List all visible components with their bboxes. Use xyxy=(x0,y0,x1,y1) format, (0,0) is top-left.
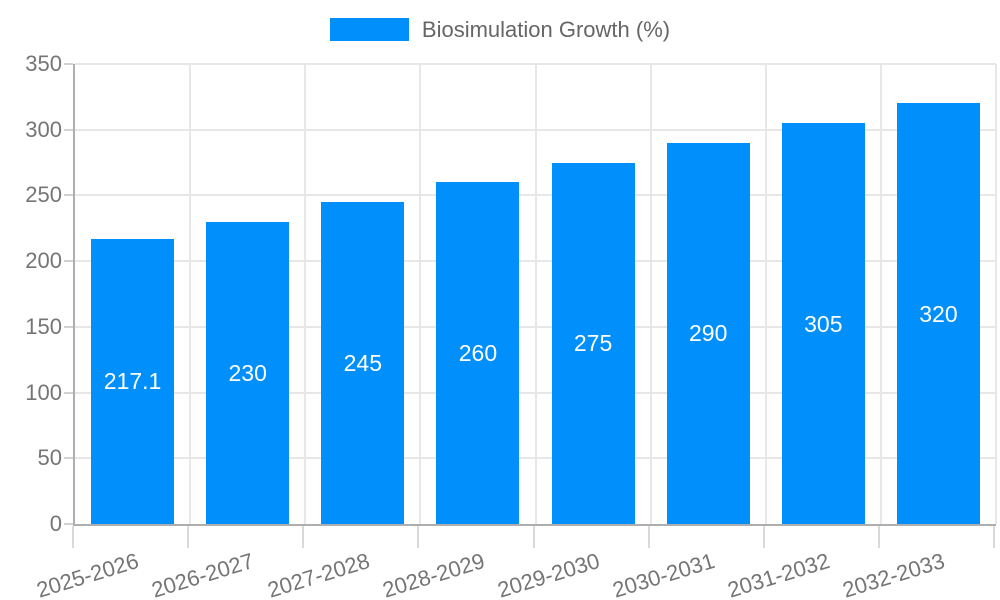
legend-marker-swatch xyxy=(329,18,409,41)
gridline-vertical xyxy=(189,64,192,524)
x-axis-tick-label: 2031-2032 xyxy=(724,548,833,600)
x-axis-tick-mark xyxy=(187,526,190,548)
x-axis-tick-label: 2030-2031 xyxy=(609,548,718,600)
x-axis-tick-label: 2027-2028 xyxy=(264,548,373,600)
gridline-vertical xyxy=(879,64,882,524)
x-axis-tick-mark xyxy=(993,526,995,548)
y-axis-tick-label: 350 xyxy=(25,51,62,76)
gridline-vertical xyxy=(764,64,767,524)
bar-2025-2026[interactable] xyxy=(91,238,175,524)
bar-2031-2032[interactable] xyxy=(781,123,865,524)
y-axis-tick-label: 200 xyxy=(25,248,62,274)
x-axis-tick-mark xyxy=(302,526,305,548)
y-axis-tick-label: 250 xyxy=(25,182,62,208)
x-axis-tick-label: 2028-2029 xyxy=(379,548,488,600)
y-axis-tick-mark xyxy=(64,523,73,525)
x-axis-tick-mark xyxy=(877,526,880,548)
bar-2026-2027[interactable] xyxy=(206,221,290,524)
bar-value-label: 217.1 xyxy=(103,368,162,395)
bar-2028-2029[interactable] xyxy=(436,182,520,524)
x-axis-tick-mark xyxy=(762,526,765,548)
x-axis-tick-mark xyxy=(72,526,74,548)
y-axis-tick-label: 100 xyxy=(25,379,62,405)
y-axis-tick-mark xyxy=(64,260,73,263)
x-axis-tick-mark xyxy=(647,526,650,548)
y-axis-tick-label: 300 xyxy=(25,116,62,142)
bar-value-label: 320 xyxy=(919,300,958,327)
y-axis-tick-mark xyxy=(64,128,73,131)
y-axis-tick-mark xyxy=(64,63,73,65)
gridline-vertical xyxy=(649,64,652,524)
y-axis-tick-mark xyxy=(64,457,73,460)
bar-value-label: 290 xyxy=(689,320,728,347)
y-axis-tick-label: 150 xyxy=(25,313,62,339)
legend-label: Biosimulation Growth (%) xyxy=(421,17,671,42)
bar-2032-2033[interactable] xyxy=(896,103,980,524)
y-axis-tick-mark xyxy=(64,194,73,197)
bar-value-label: 245 xyxy=(343,350,382,376)
y-axis-tick-label: 50 xyxy=(37,445,62,471)
bar-2030-2031[interactable] xyxy=(666,142,750,524)
bar-value-label: 260 xyxy=(458,340,498,367)
legend[interactable]: Biosimulation Growth (%) xyxy=(0,18,1000,41)
x-axis-tick-mark xyxy=(532,526,535,548)
bar-value-label: 275 xyxy=(573,330,613,357)
x-axis-tick-label: 2032-2033 xyxy=(839,548,948,600)
gridline-vertical xyxy=(419,64,422,524)
gridline-vertical xyxy=(534,64,537,524)
y-axis-tick-mark xyxy=(64,325,73,328)
bar-value-label: 305 xyxy=(804,310,843,337)
x-axis-tick-mark xyxy=(417,526,420,548)
x-axis-tick-label: 2026-2027 xyxy=(149,548,257,600)
bar-2029-2030[interactable] xyxy=(551,162,635,524)
x-axis-tick-label: 2025-2026 xyxy=(33,548,142,600)
bar-value-label: 230 xyxy=(228,359,267,386)
bar-2027-2028[interactable] xyxy=(321,202,405,524)
gridline-vertical xyxy=(304,64,307,524)
plot-area: 217.1 230 245 260 275 290 305 320 xyxy=(73,63,997,526)
y-axis-tick-mark xyxy=(64,391,73,394)
y-axis-tick-label: 0 xyxy=(49,511,62,536)
x-axis-tick-label: 2029-2030 xyxy=(494,548,603,600)
gridline-vertical xyxy=(995,64,997,524)
